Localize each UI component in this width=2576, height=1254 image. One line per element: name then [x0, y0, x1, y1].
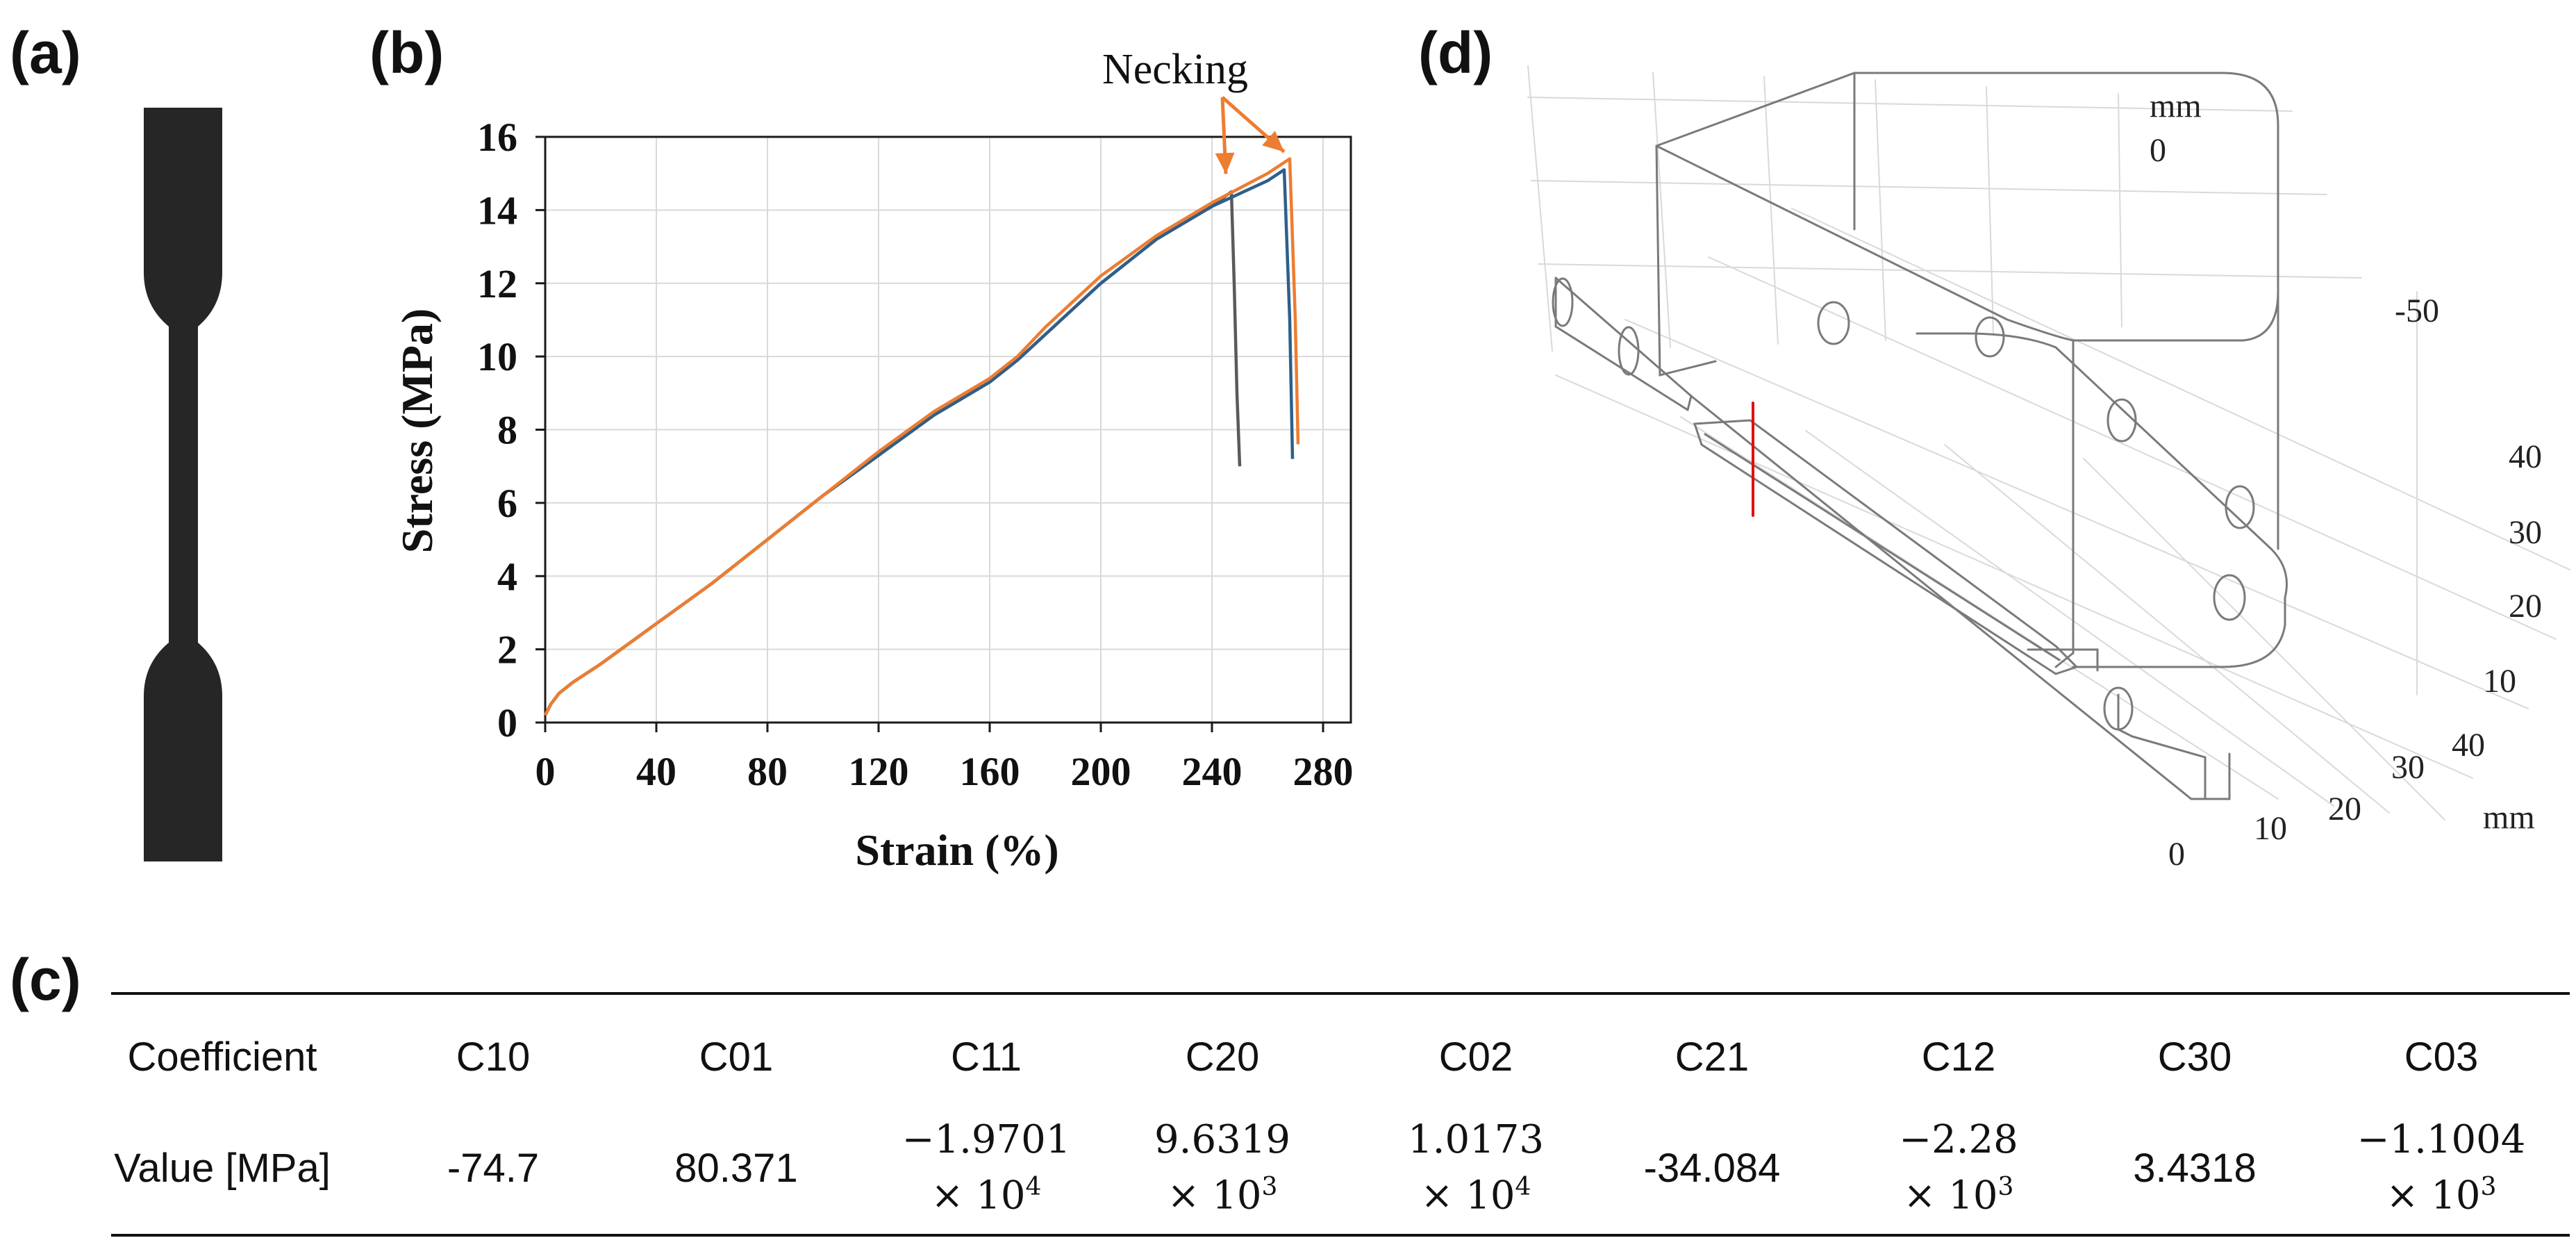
- value-exponent: × 103: [1847, 1163, 2070, 1221]
- model-bottom-tick: 40: [2452, 727, 2485, 764]
- model-bottom-tick: 0: [2168, 836, 2185, 873]
- table-value-cell: -34.084: [1643, 1146, 1781, 1191]
- table-header-cell: C11: [950, 1034, 1022, 1080]
- value-exponent: × 103: [2330, 1163, 2552, 1221]
- value-mantissa: 9.6319: [1154, 1117, 1290, 1162]
- table-value-cell: −2.28 × 103: [1847, 1117, 2070, 1221]
- x-tick-label: 240: [1182, 749, 1243, 794]
- model-bottom-tick: 30: [2391, 749, 2425, 786]
- table-value-cell: 3.4318: [2133, 1146, 2257, 1191]
- table-value-cell: 80.371: [674, 1146, 798, 1191]
- exponent-power: 4: [1515, 1173, 1531, 1201]
- x-tick-label: 80: [747, 749, 788, 794]
- x-axis: 0 40 80 120 160 200 240 280: [535, 723, 1354, 794]
- panel-label-c: (c): [10, 947, 81, 1012]
- table-header-cell: C10: [456, 1034, 531, 1080]
- table-header-label: Coefficient: [127, 1034, 317, 1080]
- x-axis-label: Strain (%): [855, 825, 1058, 875]
- panel-label-d: (d): [1418, 20, 1493, 85]
- x-tick-label: 120: [849, 749, 909, 794]
- table-header-cell: C02: [1438, 1034, 1513, 1080]
- table-header-cell: C01: [699, 1034, 774, 1080]
- y-tick-label: 2: [497, 627, 517, 673]
- value-mantissa: −1.1004: [2357, 1117, 2526, 1162]
- chart-gridlines: [545, 137, 1351, 723]
- y-axis: 0 2 4 6 8 10 12 14 16: [477, 115, 545, 745]
- value-mantissa: −1.9701: [901, 1117, 1071, 1162]
- y-tick-label: 14: [477, 188, 517, 233]
- model-bottom-tick: 10: [2254, 810, 2287, 847]
- exponent-base: × 10: [2386, 1173, 2481, 1219]
- table-header-cell: C21: [1675, 1034, 1750, 1080]
- table-value-cell: 1.0173 × 104: [1365, 1117, 1587, 1221]
- exponent-base: × 10: [1903, 1173, 1998, 1219]
- background-grid: [1527, 65, 2570, 820]
- series-line-1: [543, 157, 1300, 716]
- table-header-cell: C03: [2404, 1034, 2479, 1080]
- exponent-power: 4: [1025, 1173, 1042, 1201]
- housing-wireframe: [1552, 72, 2288, 800]
- value-exponent: × 104: [1365, 1163, 1587, 1221]
- y-axis-label: Stress (MPa): [392, 308, 442, 554]
- series-line-2: [543, 168, 1295, 716]
- necking-annotation: Necking: [1102, 46, 1286, 174]
- exponent-power: 3: [1261, 1173, 1278, 1201]
- value-exponent: × 104: [875, 1163, 1097, 1221]
- y-tick-label: 12: [477, 261, 517, 306]
- model-top-tick: 0: [2150, 132, 2166, 169]
- necking-arrowhead-1: [1215, 152, 1235, 174]
- model-bottom-tick: 20: [2328, 791, 2361, 827]
- value-mantissa: 1.0173: [1408, 1117, 1544, 1162]
- panel-label-a: (a): [10, 20, 81, 85]
- table-value-cell: −1.1004 × 103: [2330, 1117, 2552, 1221]
- table-header-cell: C12: [1921, 1034, 1996, 1080]
- table-value-cell: 9.6319 × 103: [1111, 1117, 1333, 1221]
- necking-arrowhead-2: [1262, 131, 1284, 152]
- model-right-tick: 40: [2509, 438, 2542, 475]
- model-top-unit: mm: [2150, 88, 2202, 124]
- model-bottom-unit: mm: [2483, 799, 2535, 836]
- exponent-power: 3: [1997, 1173, 2014, 1201]
- x-tick-label: 200: [1071, 749, 1131, 794]
- exponent-power: 3: [2480, 1173, 2497, 1201]
- series-lines: [543, 157, 1300, 716]
- y-tick-label: 8: [497, 408, 517, 453]
- model-side-tick: -50: [2395, 292, 2439, 329]
- table-header-cell: C20: [1185, 1034, 1260, 1080]
- table-bottom-rule: [111, 1234, 2570, 1237]
- x-tick-label: 40: [636, 749, 676, 794]
- y-tick-label: 0: [497, 700, 517, 745]
- x-tick-label: 160: [960, 749, 1020, 794]
- table-value-cell: −1.9701 × 104: [875, 1117, 1097, 1221]
- exponent-base: × 10: [931, 1173, 1026, 1219]
- dogbone-specimen: [144, 108, 222, 861]
- panel-label-b: (b): [369, 20, 444, 85]
- table-row-label: Value [MPa]: [114, 1146, 331, 1191]
- model-right-tick: 30: [2509, 514, 2542, 551]
- table-value-cell: -74.7: [447, 1146, 540, 1191]
- exponent-base: × 10: [1167, 1173, 1262, 1219]
- table-top-rule: [111, 992, 2570, 995]
- x-tick-label: 0: [535, 749, 556, 794]
- model-right-tick: 20: [2509, 588, 2542, 625]
- model-3d-view: mm 0 -50 40 30 20 10 40 30 20 10 0 mm: [1527, 65, 2570, 873]
- value-exponent: × 103: [1111, 1163, 1333, 1221]
- x-tick-label: 280: [1293, 749, 1354, 794]
- value-mantissa: −2.28: [1899, 1117, 2018, 1162]
- y-tick-label: 10: [477, 334, 517, 379]
- necking-label: Necking: [1102, 46, 1248, 93]
- y-tick-label: 6: [497, 481, 517, 526]
- exponent-base: × 10: [1420, 1173, 1515, 1219]
- stress-strain-chart: 0 40 80 120 160 200 240 280 0 2 4 6 8 10 12 14 16 Strai…: [392, 46, 1354, 875]
- table-header-cell: C30: [2157, 1034, 2232, 1080]
- y-tick-label: 16: [477, 115, 517, 160]
- series-line-3: [543, 190, 1242, 716]
- coefficient-table: Coefficient C10 C01 C11 C20 C02 C21 C12 C30 C03 V…: [111, 992, 2570, 1242]
- y-tick-label: 4: [497, 554, 517, 599]
- model-right-tick: 10: [2483, 663, 2516, 700]
